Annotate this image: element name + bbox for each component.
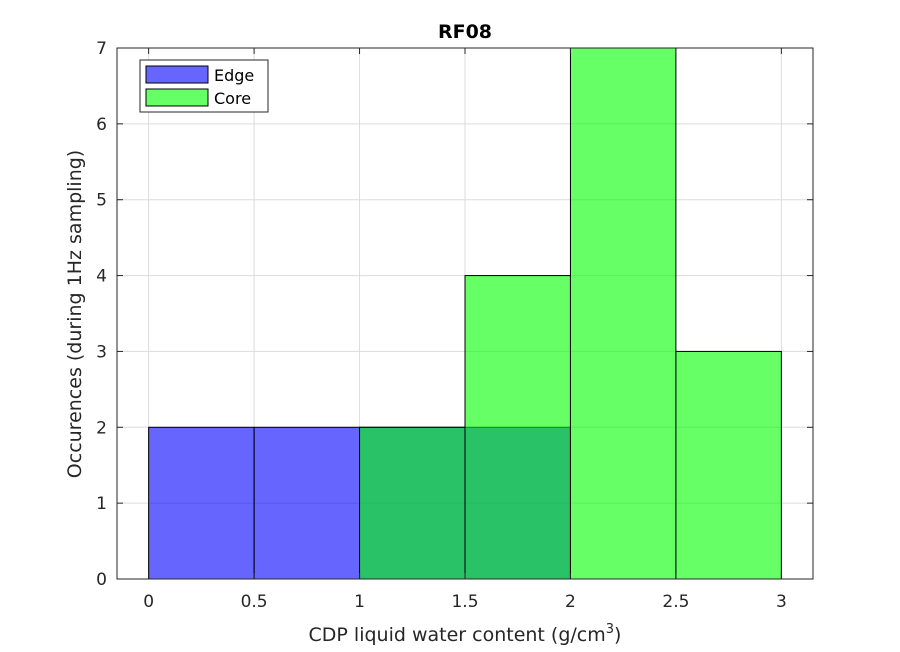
y-tick-label: 5 [96,191,107,211]
legend-label-edge: Edge [214,66,254,85]
y-tick-label: 1 [96,494,107,514]
x-tick-label: 1 [354,592,365,612]
y-tick-label: 0 [96,570,107,590]
y-tick-label: 3 [96,342,107,362]
legend-swatch-edge [145,65,209,84]
bar-core [464,275,571,580]
bars [148,47,782,580]
y-axis-label: Occurences (during 1Hz sampling) [64,150,86,478]
bar-edge [253,426,361,580]
x-axis-label-close: ) [614,624,621,646]
y-tick-label: 7 [96,39,107,59]
bar-edge [148,426,255,580]
x-axis-label: CDP liquid water content (g/cm3) [309,622,622,646]
x-tick-label: 1.5 [451,592,478,612]
bar-core [569,47,677,580]
ticks: 0 0.5 1 1.5 2 2.5 3 0 1 2 3 4 5 6 7 [96,39,813,612]
bar-core [675,350,782,580]
y-tick-label: 4 [96,267,107,287]
x-tick-label: 3 [776,592,787,612]
bar-core [359,426,466,580]
x-tick-label: 2 [565,592,576,612]
x-tick-label: 2.5 [662,592,689,612]
y-tick-label: 6 [96,115,107,135]
x-axis-label-superscript: 3 [606,622,614,637]
chart-title: RF08 [438,21,492,43]
y-tick-label: 2 [96,418,107,438]
x-axis-label-text: CDP liquid water content (g/cm [309,624,606,646]
legend-swatch-core [145,88,209,107]
x-tick-label: 0 [143,592,154,612]
legend: Edge Core [139,59,269,113]
x-tick-label: 0.5 [241,592,268,612]
legend-label-core: Core [214,89,251,108]
